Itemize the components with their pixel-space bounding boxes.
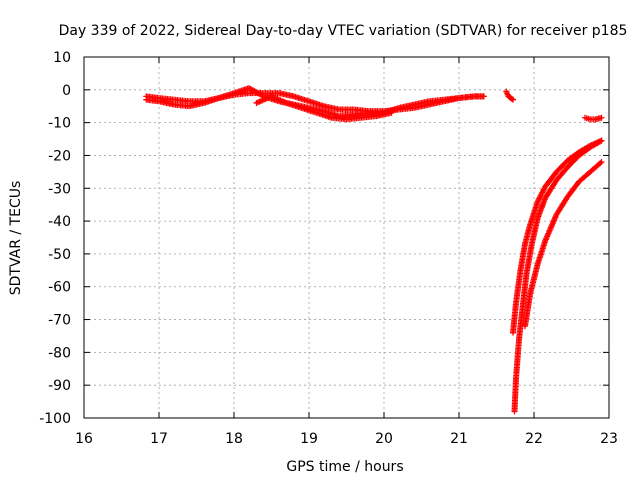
y-tick-label: -60 [48,280,71,296]
y-tick-label: 0 [62,83,71,99]
y-tick-label: -100 [39,411,71,427]
x-tick-label: 18 [225,431,243,447]
data-point [598,159,605,166]
data-points [143,85,605,415]
series-late-arc-3 [522,159,605,330]
series-late-arc-2 [510,137,605,336]
y-tick-label: -20 [48,148,71,164]
chart-title: Day 339 of 2022, Sidereal Day-to-day VTE… [59,23,628,39]
y-tick-label: -50 [48,247,71,263]
x-tick-label: 21 [450,431,468,447]
x-tick-label: 23 [600,431,618,447]
y-tick-label: 10 [53,50,71,66]
y-tick-label: -10 [48,116,71,132]
x-tick-label: 22 [525,431,543,447]
data-point [598,114,605,121]
x-tick-label: 16 [75,431,93,447]
x-tick-label: 17 [150,431,168,447]
y-tick-label: -40 [48,214,71,230]
y-tick-label: -90 [48,378,71,394]
data-point [480,93,487,100]
plot-frame [83,56,610,419]
data-point [597,160,604,167]
y-tick-label: -80 [48,345,71,361]
data-point [510,96,516,103]
x-tick-label: 20 [375,431,393,447]
axis-ticks: 16 17 18 19 20 21 22 23 10 0 -10 -20 -30 -40 -50 -60 -70… [39,50,618,447]
y-tick-label: -30 [48,181,71,197]
series-short-top-right [582,114,605,123]
series-track-c [253,93,395,123]
x-axis-label: GPS time / hours [286,459,403,475]
data-point [598,137,605,144]
series-late-arc-1 [511,137,605,415]
x-tick-label: 19 [300,431,318,447]
data-point [388,109,395,116]
series-segment-2143 [503,88,516,103]
y-axis-label: SDTVAR / TECUs [8,181,24,296]
y-tick-label: -70 [48,313,71,329]
data-point [508,95,515,102]
